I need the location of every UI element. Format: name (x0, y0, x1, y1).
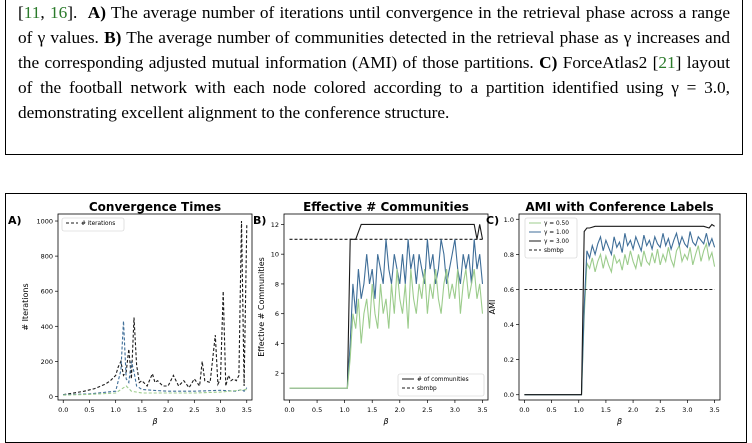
y-tick-label: 0.4 (504, 321, 514, 329)
axes-frame (57, 213, 253, 401)
legend-label: # of communities (417, 377, 469, 383)
legend-box (397, 373, 485, 397)
x-tick-label: 1.0 (111, 406, 121, 414)
caption-text-b: The average number of communities detect… (18, 28, 730, 72)
caption-box (5, 0, 743, 155)
legend-box (524, 217, 578, 259)
x-tick-label: 0.5 (84, 406, 94, 414)
caption-label-b: B) (104, 28, 122, 47)
panel-label: B) (253, 214, 266, 227)
x-tick-label: 0.0 (519, 406, 529, 414)
x-tick-label: 2.0 (163, 406, 173, 414)
x-tick-label: 3.0 (682, 406, 692, 414)
legend-label: γ = 3.00 (544, 239, 569, 245)
legend-box (61, 217, 125, 232)
x-axis-label: β (616, 417, 622, 426)
legend-label: sbmbp (417, 386, 437, 392)
caption-label-c: C) (539, 53, 558, 72)
y-tick-label: 0.2 (504, 356, 514, 364)
caption-ref-sep: , (40, 3, 50, 22)
x-tick-label: 2.0 (395, 406, 405, 414)
caption-ref-close: ]. (67, 3, 78, 22)
y-tick-label: 1.0 (504, 216, 514, 224)
panel-label: A) (8, 214, 22, 227)
y-tick-label: 0.6 (504, 286, 514, 294)
figure-caption: [11, 16]. A) The average number of itera… (18, 0, 730, 125)
series-line (524, 231, 716, 396)
y-tick-label: 400 (41, 323, 53, 331)
y-axis-label: AMI (488, 300, 497, 315)
x-tick-label: 1.0 (339, 406, 349, 414)
y-axis-label: Effective # Communities (257, 257, 266, 357)
x-tick-label: 3.5 (709, 406, 719, 414)
y-tick-label: 600 (41, 288, 53, 296)
series-line (524, 241, 716, 396)
y-tick-label: 2 (275, 370, 279, 378)
y-tick-label: 0.0 (504, 391, 514, 399)
x-tick-label: 0.5 (546, 406, 556, 414)
y-axis-label: # Iterations (21, 283, 30, 330)
axes-frame (518, 213, 721, 401)
y-tick-label: 8 (275, 280, 279, 288)
x-tick-label: 2.5 (422, 406, 432, 414)
x-tick-label: 2.5 (189, 406, 199, 414)
x-tick-label: 1.0 (574, 406, 584, 414)
x-tick-label: 1.5 (601, 406, 611, 414)
x-tick-label: 2.5 (655, 406, 665, 414)
y-tick-label: 800 (41, 253, 53, 261)
chart-title: Convergence Times (89, 200, 221, 214)
series-line (524, 223, 715, 396)
y-tick-label: 0 (49, 393, 53, 401)
legend-label: γ = 0.50 (544, 221, 569, 227)
caption-label-a: A) (87, 3, 106, 22)
y-tick-label: 0.8 (504, 251, 514, 259)
x-tick-label: 2.0 (628, 406, 638, 414)
legend-label: γ = 1.00 (544, 230, 569, 236)
x-tick-label: 0.0 (284, 406, 294, 414)
series-line (289, 223, 484, 389)
series-line (289, 239, 484, 389)
x-axis-label: β (382, 417, 388, 426)
x-tick-label: 0.5 (312, 406, 322, 414)
y-tick-label: 4 (275, 340, 279, 348)
citation-link[interactable]: 21 (658, 53, 676, 72)
series-line (63, 320, 248, 396)
y-tick-label: 10 (271, 251, 279, 259)
series-line (63, 220, 248, 396)
citation-link[interactable]: 16 (49, 3, 68, 22)
legend-label: # iterations (81, 221, 115, 227)
series-line (289, 269, 484, 389)
caption-text-c-pre: ForceAtlas2 [ (562, 53, 659, 72)
chart-title: AMI with Conference Labels (525, 200, 713, 214)
x-tick-label: 3.5 (242, 406, 252, 414)
y-tick-label: 200 (41, 358, 53, 366)
axes-frame (283, 213, 489, 401)
chart-title: Effective # Communities (303, 200, 469, 214)
caption-text-a: The average number of iterations until c… (18, 3, 731, 47)
x-tick-label: 1.5 (367, 406, 377, 414)
panel-label: C) (486, 214, 499, 227)
x-tick-label: 3.0 (215, 406, 225, 414)
caption-text-c-post: ] layout of the football network with ea… (18, 53, 730, 122)
legend-label: sbmbp (544, 248, 564, 254)
x-tick-label: 0.0 (58, 406, 68, 414)
x-tick-label: 3.5 (477, 406, 487, 414)
caption-ref-open: [ (18, 3, 24, 22)
y-tick-label: 1000 (36, 218, 53, 226)
y-tick-label: 12 (271, 221, 279, 229)
x-tick-label: 3.0 (450, 406, 460, 414)
y-tick-label: 6 (275, 310, 279, 318)
series-line (63, 385, 247, 396)
x-tick-label: 1.5 (137, 406, 147, 414)
x-axis-label: β (151, 417, 157, 426)
citation-link[interactable]: 11 (23, 3, 41, 22)
